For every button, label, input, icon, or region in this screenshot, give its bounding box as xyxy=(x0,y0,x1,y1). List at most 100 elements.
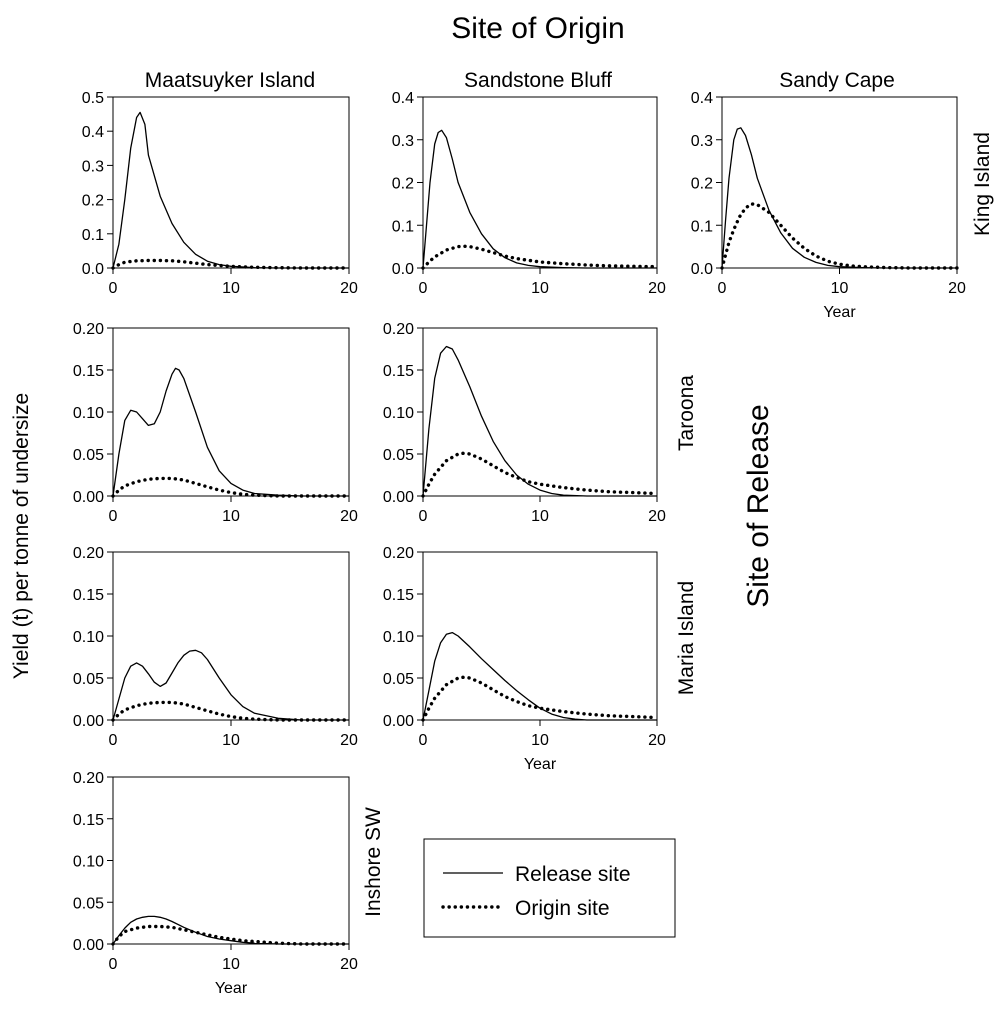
series-line-origin-site xyxy=(111,924,351,946)
y-tick-label: 0.2 xyxy=(392,176,414,193)
y-tick-label: 0.20 xyxy=(383,545,414,562)
row-group-label: Site of Release xyxy=(742,404,775,607)
y-tick-label: 0.2 xyxy=(82,193,104,210)
x-tick-label: 10 xyxy=(222,956,240,973)
legend-origin-label: Origin site xyxy=(515,897,610,920)
series-line-origin-site xyxy=(421,451,659,498)
x-tick-label: 0 xyxy=(109,280,118,297)
y-tick-label: 0.00 xyxy=(73,937,104,954)
plot-frame xyxy=(112,776,350,945)
column-label-sandy-cape: Sandy Cape xyxy=(779,69,895,92)
series-line-origin-site xyxy=(111,700,351,722)
series-line-release-site xyxy=(112,367,349,497)
y-tick-label: 0.4 xyxy=(691,90,713,107)
y-tick-label: 0.00 xyxy=(383,489,414,506)
y-tick-label: 0.15 xyxy=(73,812,104,829)
column-label-sandstone: Sandstone Bluff xyxy=(464,69,612,92)
row-label-maria-island: Maria Island xyxy=(675,581,698,695)
series-line-origin-site xyxy=(720,202,959,270)
column-label-maatsuyker: Maatsuyker Island xyxy=(145,69,315,92)
plot-frame xyxy=(112,96,350,269)
y-tick-label: 0.1 xyxy=(392,218,414,235)
series-line-origin-site xyxy=(421,675,659,722)
series-line-origin-site xyxy=(421,244,659,270)
y-tick-label: 0.10 xyxy=(73,405,104,422)
y-tick-label: 0.10 xyxy=(73,854,104,871)
x-axis-label: Year xyxy=(215,980,248,997)
y-tick-label: 0.0 xyxy=(82,261,104,278)
x-tick-label: 10 xyxy=(222,732,240,749)
y-tick-label: 0.1 xyxy=(82,227,104,244)
y-tick-label: 0.05 xyxy=(73,671,104,688)
y-tick-label: 0.05 xyxy=(73,895,104,912)
x-tick-label: 20 xyxy=(340,280,358,297)
y-tick-label: 0.00 xyxy=(73,713,104,730)
x-tick-label: 10 xyxy=(831,280,849,297)
series-line-release-site xyxy=(422,631,657,721)
panel-king-island-maatsuyker-island: 0.0 0.1 0.2 0.3 0.4 0.5 0 10 20 xyxy=(82,90,358,297)
y-tick-label: 0.00 xyxy=(383,713,414,730)
y-tick-label: 0.20 xyxy=(73,321,104,338)
y-tick-label: 0.20 xyxy=(383,321,414,338)
x-tick-label: 0 xyxy=(419,280,428,297)
chart-title: Site of Origin xyxy=(451,12,624,45)
series-line-origin-site xyxy=(111,258,351,270)
series-line-release-site xyxy=(422,345,657,497)
legend-release-label: Release site xyxy=(515,863,631,886)
x-tick-label: 0 xyxy=(419,732,428,749)
x-tick-label: 10 xyxy=(531,732,549,749)
panel-king-island-sandy-cape: 0.0 0.1 0.2 0.3 0.4 0 10 20 Year xyxy=(691,90,966,321)
y-tick-label: 0.0 xyxy=(691,261,713,278)
x-tick-label: 0 xyxy=(109,508,118,525)
panel-king-island-sandstone-bluff: 0.0 0.1 0.2 0.3 0.4 0 10 20 xyxy=(392,90,666,297)
x-tick-label: 20 xyxy=(948,280,966,297)
x-tick-label: 20 xyxy=(340,732,358,749)
y-tick-label: 0.3 xyxy=(691,133,713,150)
y-tick-label: 0.4 xyxy=(82,124,104,141)
y-tick-label: 0.5 xyxy=(82,90,104,107)
x-axis-label: Year xyxy=(524,756,557,773)
series-line-release-site xyxy=(112,111,349,269)
y-tick-label: 0.10 xyxy=(73,629,104,646)
panels: 0.0 0.1 0.2 0.3 0.4 0.5 0 10 20 0.0 0.1 0.2 0.3 0.4 0 1… xyxy=(73,90,966,997)
x-tick-label: 20 xyxy=(648,280,666,297)
x-axis-label: Year xyxy=(823,304,856,321)
x-tick-label: 20 xyxy=(340,508,358,525)
x-tick-label: 10 xyxy=(222,508,240,525)
y-tick-label: 0.2 xyxy=(691,176,713,193)
plot-frame xyxy=(721,96,958,269)
x-tick-label: 10 xyxy=(222,280,240,297)
x-tick-label: 0 xyxy=(109,732,118,749)
legend: Release site Origin site xyxy=(423,838,676,938)
y-tick-label: 0.4 xyxy=(392,90,414,107)
y-tick-label: 0.05 xyxy=(383,447,414,464)
x-tick-label: 20 xyxy=(648,508,666,525)
series-line-origin-site xyxy=(111,476,351,498)
series-line-release-site xyxy=(422,129,657,269)
y-axis-label: Yield (t) per tonne of undersize xyxy=(10,393,33,679)
legend-box xyxy=(423,838,676,938)
x-tick-label: 10 xyxy=(531,280,549,297)
y-tick-label: 0.15 xyxy=(383,587,414,604)
y-tick-label: 0.3 xyxy=(82,158,104,175)
y-tick-label: 0.3 xyxy=(392,133,414,150)
y-tick-label: 0.00 xyxy=(73,489,104,506)
y-tick-label: 0.20 xyxy=(73,770,104,787)
x-tick-label: 10 xyxy=(531,508,549,525)
y-tick-label: 0.10 xyxy=(383,629,414,646)
panel-inshore-sw-maatsuyker-island: 0.00 0.05 0.10 0.15 0.20 0 10 20 Year xyxy=(73,770,358,997)
plot-frame xyxy=(112,327,350,497)
x-tick-label: 0 xyxy=(419,508,428,525)
y-tick-label: 0.15 xyxy=(73,587,104,604)
panel-maria-island-sandstone-bluff: 0.00 0.05 0.10 0.15 0.20 0 10 20 Year xyxy=(383,545,666,773)
panel-taroona-sandstone-bluff: 0.00 0.05 0.10 0.15 0.20 0 10 20 xyxy=(383,321,666,525)
y-tick-label: 0.05 xyxy=(73,447,104,464)
x-tick-label: 20 xyxy=(340,956,358,973)
row-label-taroona: Taroona xyxy=(675,375,698,451)
x-tick-label: 0 xyxy=(109,956,118,973)
row-label-inshore-sw: Inshore SW xyxy=(362,807,385,917)
panel-taroona-maatsuyker-island: 0.00 0.05 0.10 0.15 0.20 0 10 20 xyxy=(73,321,358,525)
series-line-release-site xyxy=(721,127,957,269)
y-tick-label: 0.1 xyxy=(691,218,713,235)
